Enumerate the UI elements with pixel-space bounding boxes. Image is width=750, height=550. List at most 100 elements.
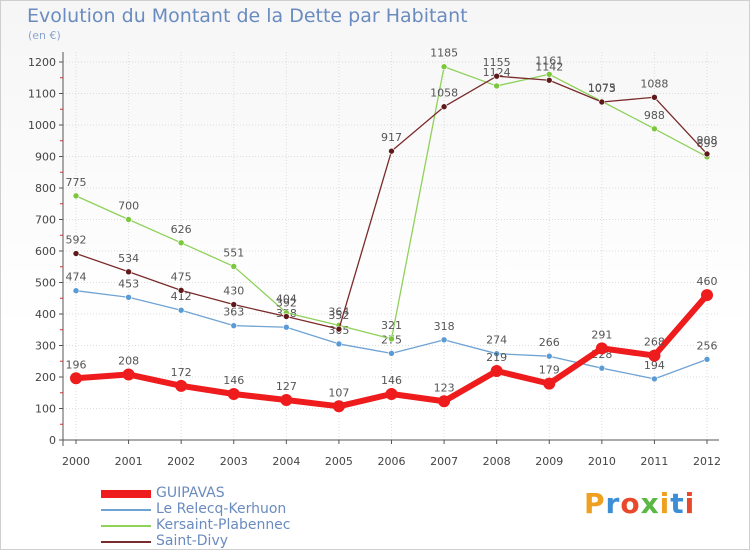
data-point-relecq — [283, 323, 290, 331]
data-point-saintdivy — [493, 72, 500, 80]
y-tick-label: 600 — [35, 245, 56, 258]
legend-item-saintdivy[interactable]: Saint-Divy — [101, 533, 361, 550]
legend-label-guipavas: GUIPAVAS — [156, 485, 225, 501]
data-label-kersaint: 988 — [644, 109, 665, 122]
data-point-relecq — [651, 375, 658, 383]
proxiti-logo[interactable]: Proxiti — [584, 487, 695, 520]
legend-swatch-guipavas — [101, 490, 151, 498]
data-point-kersaint — [72, 192, 80, 200]
x-tick-label: 2002 — [167, 455, 195, 468]
x-tick-label: 2005 — [325, 455, 353, 468]
data-point-relecq — [493, 350, 500, 357]
data-point-guipavas — [701, 289, 713, 302]
legend-label-relecq: Le Relecq-Kerhuon — [156, 501, 287, 517]
data-point-saintdivy — [545, 76, 553, 84]
data-label-relecq: 412 — [171, 290, 192, 303]
logo-letter: o — [620, 487, 641, 520]
data-label-relecq: 474 — [66, 271, 87, 284]
data-label-relecq: 256 — [697, 339, 718, 352]
data-label-guipavas: 123 — [434, 381, 455, 394]
logo-letter: x — [640, 487, 660, 520]
legend-item-guipavas[interactable]: GUIPAVAS — [101, 485, 361, 502]
data-point-relecq — [388, 350, 395, 357]
data-label-saintdivy: 475 — [171, 270, 192, 283]
data-label-kersaint: 321 — [381, 319, 402, 332]
data-label-kersaint: 404 — [276, 293, 297, 306]
logo-letter: i — [659, 487, 671, 520]
legend-label-saintdivy: Saint-Divy — [156, 533, 229, 549]
legend-swatch-saintdivy — [101, 541, 151, 543]
legend-item-kersaint[interactable]: Kersaint-Plabennec — [101, 517, 361, 534]
y-tick-label: 800 — [35, 182, 56, 195]
data-label-relecq: 274 — [486, 334, 507, 347]
data-point-relecq — [230, 322, 238, 329]
data-point-relecq — [545, 352, 553, 360]
logo-letter: r — [605, 487, 621, 520]
data-label-relecq: 363 — [223, 306, 244, 319]
x-tick-label: 2001 — [115, 455, 143, 468]
x-tick-label: 2011 — [640, 455, 668, 468]
x-tick-label: 2007 — [430, 455, 458, 468]
data-label-guipavas: 172 — [171, 366, 192, 379]
data-point-kersaint — [440, 63, 448, 71]
data-point-guipavas — [438, 395, 451, 408]
data-point-guipavas — [122, 368, 135, 381]
data-point-relecq — [72, 287, 80, 294]
data-point-relecq — [703, 356, 711, 363]
data-point-guipavas — [595, 342, 608, 355]
data-point-guipavas — [332, 400, 345, 413]
data-label-guipavas: 460 — [697, 275, 718, 288]
chart-title: Evolution du Montant de la Dette par Hab… — [27, 5, 468, 27]
data-label-relecq: 194 — [644, 359, 665, 372]
data-point-saintdivy — [177, 287, 185, 294]
data-label-guipavas: 219 — [486, 351, 507, 364]
data-point-saintdivy — [440, 103, 448, 111]
data-point-relecq — [335, 340, 343, 348]
logo-letter: P — [584, 487, 606, 520]
data-label-kersaint: 1075 — [588, 81, 616, 94]
chart-subtitle: (en €) — [28, 29, 61, 42]
data-point-kersaint — [651, 125, 658, 133]
x-tick-label: 2003 — [220, 455, 248, 468]
y-tick-label: 700 — [35, 214, 56, 227]
logo-letter: t — [670, 487, 685, 520]
data-point-saintdivy — [388, 147, 395, 155]
y-tick-label: 500 — [35, 277, 56, 290]
data-label-guipavas: 208 — [118, 354, 139, 367]
data-point-guipavas — [70, 372, 82, 385]
data-point-kersaint — [493, 82, 500, 90]
data-label-kersaint: 899 — [697, 137, 718, 150]
data-point-kersaint — [125, 216, 132, 223]
data-label-saintdivy: 917 — [381, 131, 402, 144]
x-tick-label: 2008 — [483, 455, 511, 468]
data-point-guipavas — [648, 349, 661, 362]
y-tick-label: 400 — [35, 308, 56, 321]
data-label-kersaint: 364 — [328, 305, 349, 318]
data-label-guipavas: 179 — [539, 364, 560, 377]
data-label-saintdivy: 908 — [697, 134, 718, 147]
data-label-saintdivy: 592 — [66, 234, 87, 247]
data-label-guipavas: 196 — [66, 358, 87, 371]
data-point-saintdivy — [72, 250, 80, 257]
data-point-guipavas — [280, 393, 293, 406]
data-label-guipavas: 146 — [223, 374, 244, 387]
data-label-saintdivy: 352 — [328, 309, 349, 322]
y-tick-label: 200 — [35, 371, 56, 384]
y-tick-label: 900 — [35, 151, 56, 164]
data-label-saintdivy: 1155 — [483, 56, 511, 69]
data-label-kersaint: 626 — [171, 223, 192, 236]
data-label-kersaint: 1161 — [535, 54, 563, 67]
y-tick-label: 1000 — [28, 119, 56, 132]
data-point-guipavas — [175, 379, 188, 392]
legend-item-relecq[interactable]: Le Relecq-Kerhuon — [101, 501, 361, 518]
data-label-saintdivy: 1088 — [640, 77, 668, 90]
data-point-saintdivy — [598, 98, 606, 106]
chart-legend: GUIPAVAS Le Relecq-Kerhuon Kersaint-Plab… — [101, 485, 361, 550]
data-point-kersaint — [388, 335, 395, 343]
data-label-relecq: 266 — [539, 336, 560, 349]
y-tick-label: 300 — [35, 340, 56, 353]
data-point-guipavas — [490, 365, 503, 378]
data-point-saintdivy — [283, 313, 290, 320]
data-label-guipavas: 107 — [328, 386, 349, 399]
